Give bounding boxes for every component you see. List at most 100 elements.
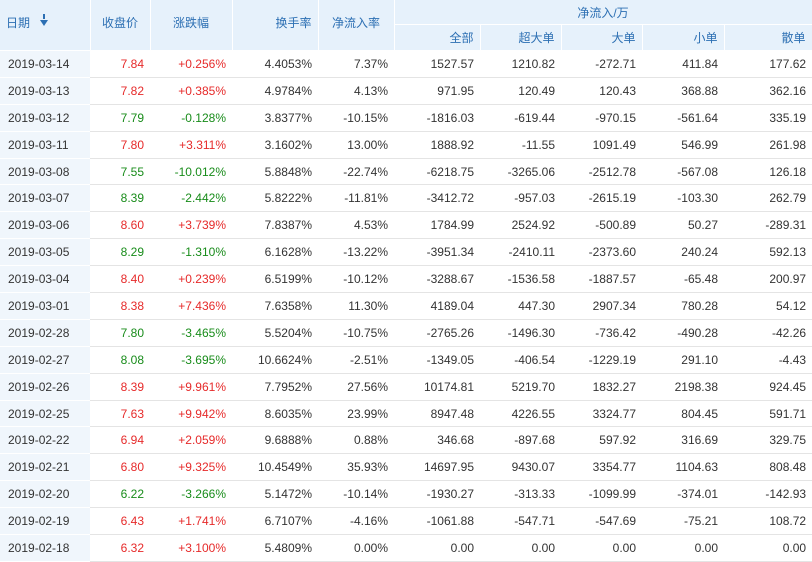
cell-net-retail: 261.98 [724,131,812,159]
header-date[interactable]: 日期 [0,0,91,51]
table-row[interactable]: 2019-03-13 7.82 +0.385% 4.9784% 4.13% 971.95 1… [0,77,812,105]
table-row[interactable]: 2019-02-25 7.63 +9.942% 8.6035% 23.99% 8947.4… [0,400,812,428]
table-row[interactable]: 2019-03-12 7.79 -0.128% 3.8377% -10.15% -1816… [0,104,812,132]
cell-net-all: -6218.75 [394,158,480,186]
cell-net-small: 411.84 [642,50,724,78]
cell-change: -3.695% [150,346,232,374]
header-close[interactable]: 收盘价 [90,0,151,51]
cell-change: -10.012% [150,158,232,186]
cell-turnover: 4.9784% [232,77,318,105]
table-row[interactable]: 2019-02-27 8.08 -3.695% 10.6624% -2.51% -1349… [0,346,812,374]
cell-net-rate: 4.13% [318,77,394,105]
table-row[interactable]: 2019-03-14 7.84 +0.256% 4.4053% 7.37% 1527.57… [0,50,812,78]
cell-date: 2019-03-14 [0,50,90,78]
table-row[interactable]: 2019-03-07 8.39 -2.442% 5.8222% -11.81% -3412… [0,184,812,213]
cell-net-all: 8947.48 [394,400,480,428]
cell-date: 2019-03-11 [0,131,90,159]
cell-net-large: -1229.19 [561,346,642,374]
cell-change: -1.310% [150,238,232,267]
cell-net-extra-large: 4226.55 [480,400,561,428]
header-small[interactable]: 小单 [642,24,725,51]
cell-net-large: 0.00 [561,534,642,562]
cell-net-rate: 0.88% [318,426,394,455]
cell-change: +9.325% [150,453,232,482]
cell-net-retail: 362.16 [724,77,812,105]
table-row[interactable]: 2019-02-18 6.32 +3.100% 5.4809% 0.00% 0.00 0.0… [0,534,812,562]
cell-net-small: 50.27 [642,211,724,240]
cell-close: 8.39 [90,184,150,213]
cell-net-small: 2198.38 [642,373,724,401]
cell-net-large: -272.71 [561,50,642,78]
cell-date: 2019-03-08 [0,158,90,186]
table-row[interactable]: 2019-03-06 8.60 +3.739% 7.8387% 4.53% 1784.99… [0,211,812,240]
cell-net-retail: -42.26 [724,319,812,347]
cell-close: 8.08 [90,346,150,374]
table-row[interactable]: 2019-03-01 8.38 +7.436% 7.6358% 11.30% 4189.0… [0,292,812,320]
table-row[interactable]: 2019-02-26 8.39 +9.961% 7.7952% 27.56% 10174.… [0,373,812,401]
header-turnover[interactable]: 换手率 [232,0,319,51]
header-change[interactable]: 涨跌幅 [150,0,233,51]
cell-net-small: 316.69 [642,426,724,455]
cell-net-rate: 27.56% [318,373,394,401]
cell-net-small: -567.08 [642,158,724,186]
cell-date: 2019-02-20 [0,480,90,509]
table-row[interactable]: 2019-03-04 8.40 +0.239% 6.5199% -10.12% -3288… [0,265,812,294]
header-retail[interactable]: 散单 [724,24,812,51]
cell-net-rate: 23.99% [318,400,394,428]
cell-net-rate: -4.16% [318,507,394,536]
cell-net-extra-large: -313.33 [480,480,561,509]
table-row[interactable]: 2019-03-11 7.80 +3.311% 3.1602% 13.00% 1888.9… [0,131,812,159]
table-row[interactable]: 2019-02-20 6.22 -3.266% 5.1472% -10.14% -1930… [0,480,812,509]
cell-close: 8.29 [90,238,150,267]
cell-net-extra-large: 9430.07 [480,453,561,482]
cell-change: +9.942% [150,400,232,428]
header-net-inflow-group: 净流入/万 [394,0,812,25]
header-extra-large[interactable]: 超大单 [480,24,562,51]
table-row[interactable]: 2019-02-19 6.43 +1.741% 6.7107% -4.16% -1061.… [0,507,812,536]
cell-net-all: 14697.95 [394,453,480,482]
cell-net-small: -65.48 [642,265,724,294]
cell-net-retail: -4.43 [724,346,812,374]
cell-net-large: -2373.60 [561,238,642,267]
table-row[interactable]: 2019-02-28 7.80 -3.465% 5.5204% -10.75% -2765… [0,319,812,347]
table-row[interactable]: 2019-03-08 7.55 -10.012% 5.8848% -22.74% -621… [0,158,812,186]
cell-change: -2.442% [150,184,232,213]
cell-net-extra-large: -547.71 [480,507,561,536]
cell-turnover: 4.4053% [232,50,318,78]
header-all[interactable]: 全部 [394,24,481,51]
cell-turnover: 5.4809% [232,534,318,562]
table-row[interactable]: 2019-02-21 6.80 +9.325% 10.4549% 35.93% 14697… [0,453,812,482]
cell-net-extra-large: -11.55 [480,131,561,159]
cell-net-retail: 177.62 [724,50,812,78]
cell-close: 7.82 [90,77,150,105]
cell-net-large: -970.15 [561,104,642,132]
header-net-rate[interactable]: 净流入率 [318,0,395,51]
cell-net-rate: -10.14% [318,480,394,509]
table-row[interactable]: 2019-03-05 8.29 -1.310% 6.1628% -13.22% -3951… [0,238,812,267]
cell-change: +9.961% [150,373,232,401]
cell-date: 2019-03-07 [0,184,90,213]
cell-net-all: 10174.81 [394,373,480,401]
cell-net-extra-large: 120.49 [480,77,561,105]
cell-change: +3.100% [150,534,232,562]
cell-net-large: 3354.77 [561,453,642,482]
cell-net-extra-large: -406.54 [480,346,561,374]
table-row[interactable]: 2019-02-22 6.94 +2.059% 9.6888% 0.88% 346.68-… [0,426,812,455]
cell-net-all: -1061.88 [394,507,480,536]
cell-net-retail: 335.19 [724,104,812,132]
cell-net-large: 597.92 [561,426,642,455]
cell-close: 6.94 [90,426,150,455]
cell-change: +1.741% [150,507,232,536]
cell-net-large: -500.89 [561,211,642,240]
cell-net-small: 1104.63 [642,453,724,482]
cell-net-retail: 329.75 [724,426,812,455]
cell-net-retail: 808.48 [724,453,812,482]
header-large[interactable]: 大单 [561,24,643,51]
cell-net-retail: 924.45 [724,373,812,401]
cell-net-all: 1784.99 [394,211,480,240]
cell-net-all: 4189.04 [394,292,480,320]
sort-down-arrow-icon[interactable] [30,14,49,30]
cell-net-all: -1349.05 [394,346,480,374]
cell-date: 2019-03-04 [0,265,90,294]
